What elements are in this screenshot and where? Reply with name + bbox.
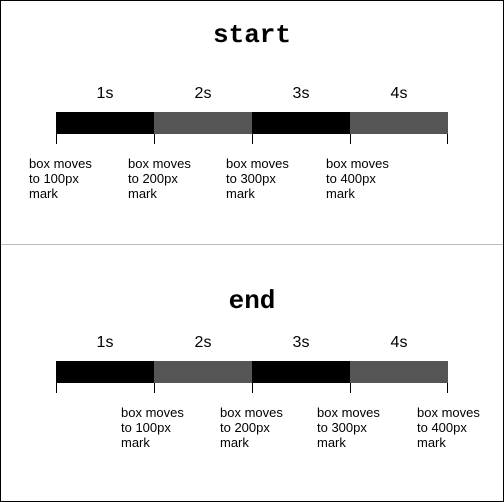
timeline-tick	[252, 134, 253, 144]
second-label-1: 1s	[96, 85, 114, 102]
timeline-segment-3	[252, 112, 350, 134]
second-label-4: 4s	[390, 85, 408, 102]
second-label-3: 3s	[292, 85, 310, 102]
timeline-bar	[56, 361, 448, 383]
annotation-note: box moves to 300px mark	[317, 405, 380, 450]
timeline-tick	[350, 134, 351, 144]
timeline-tick	[154, 134, 155, 144]
timeline-tick	[56, 134, 57, 144]
timeline-segment-4	[350, 361, 448, 383]
annotation-note: box moves to 200px mark	[220, 405, 283, 450]
second-label-2: 2s	[194, 85, 212, 102]
second-label-2: 2s	[194, 334, 212, 351]
timeline-tick	[252, 383, 253, 393]
second-label-4: 4s	[390, 334, 408, 351]
panel-title: end	[228, 286, 276, 316]
timeline-tick	[447, 383, 448, 393]
annotation-note: box moves to 400px mark	[417, 405, 480, 450]
timeline-segment-4	[350, 112, 448, 134]
timeline-tick	[447, 134, 448, 144]
timeline-segment-2	[154, 112, 252, 134]
annotation-note: box moves to 300px mark	[226, 156, 289, 201]
end-panel: end 1s 2s 3s 4s box moves to 100px mark …	[1, 245, 503, 488]
panel-title: start	[212, 20, 291, 50]
annotation-note: box moves to 100px mark	[121, 405, 184, 450]
timeline-tick	[154, 383, 155, 393]
timeline-tick	[350, 383, 351, 393]
timeline-segment-1	[56, 112, 154, 134]
second-label-3: 3s	[292, 334, 310, 351]
annotation-note: box moves to 200px mark	[128, 156, 191, 201]
timeline-tick	[56, 383, 57, 393]
start-panel: start 1s 2s 3s 4s box moves to 100px mar…	[1, 1, 503, 244]
panel-divider	[1, 244, 503, 245]
annotation-note: box moves to 400px mark	[326, 156, 389, 201]
second-label-1: 1s	[96, 334, 114, 351]
annotation-note: box moves to 100px mark	[29, 156, 92, 201]
timeline-segment-1	[56, 361, 154, 383]
timeline-segment-3	[252, 361, 350, 383]
timeline-segment-2	[154, 361, 252, 383]
timeline-bar	[56, 112, 448, 134]
